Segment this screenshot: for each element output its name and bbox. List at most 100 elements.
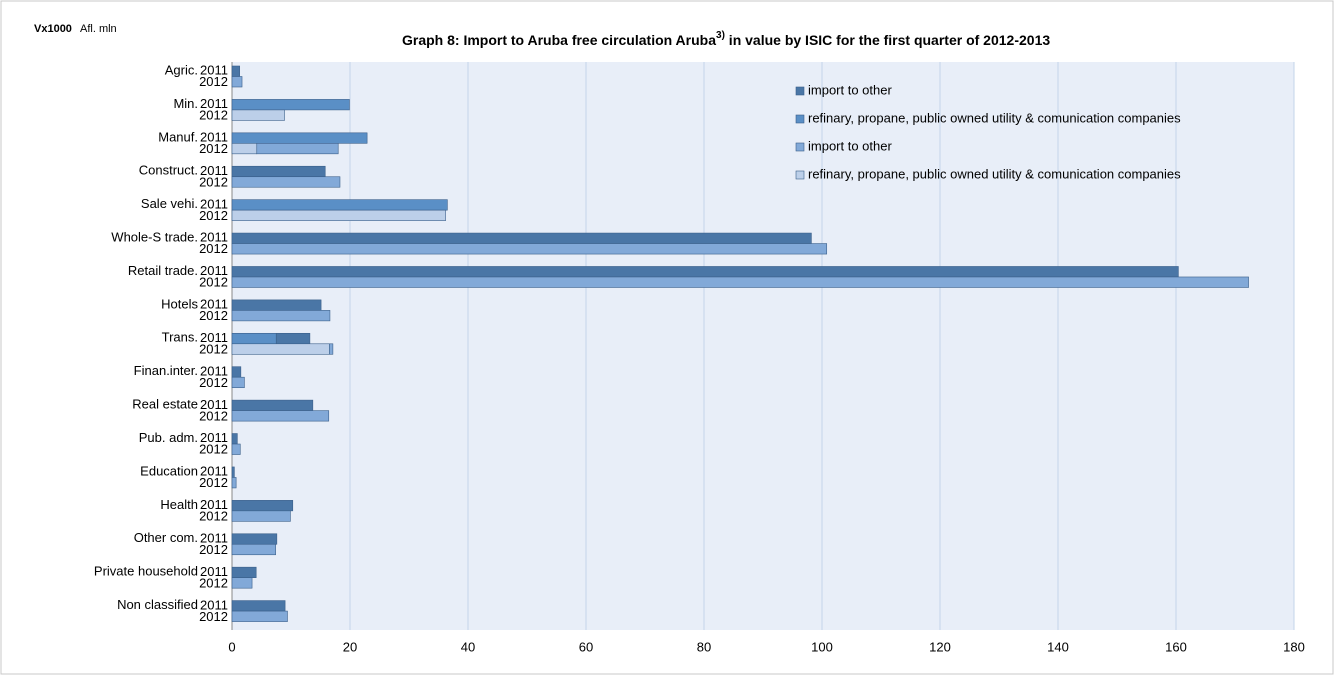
bar-segment [231,610,288,622]
bar-segment [231,510,291,522]
x-tick-label: 80 [697,639,711,654]
group-label: Agric. [165,62,198,77]
y-tick-label: 2011 [200,597,228,612]
bar-segment [231,366,242,378]
bar-segment [231,99,350,111]
y-tick-label: 2012 [199,475,228,490]
chart-title: Graph 8: Import to Aruba free circulatio… [402,30,1050,48]
bar-segment [275,332,311,345]
group-label: Education [140,463,198,478]
y-tick-label: 2011 [200,530,228,545]
unit-bold: Vx1000 [34,23,72,35]
bar-segment [231,243,828,255]
bar-segment [231,143,258,155]
y-tick-label: 2012 [199,341,228,356]
y-tick-label: 2012 [199,575,228,590]
unit-label: Afl. mln [80,23,117,35]
y-tick-label: 2012 [199,275,228,290]
x-tick-label: 0 [228,639,235,654]
group-label: Retail trade. [128,263,198,278]
bar-segment [231,266,1179,278]
y-tick-label: 2012 [199,208,228,223]
bar-segment [329,343,334,355]
x-tick-label: 100 [811,639,833,654]
group-label: Pub. adm. [139,430,198,445]
group-label: Real estate [132,397,198,412]
legend-label: refinary, propane, public owned utility … [808,166,1181,181]
legend-label: refinary, propane, public owned utility … [808,110,1181,125]
group-label: Non classified [117,597,198,612]
bar-segment [231,276,1249,288]
y-tick-label: 2012 [199,442,228,457]
bar-segment [231,443,241,455]
y-tick-label: 2012 [199,308,228,323]
bar-segment [231,332,277,345]
bar-segment [231,199,448,211]
y-tick-label: 2011 [200,330,228,345]
bar-segment [231,310,331,322]
y-tick-label: 2012 [199,408,228,423]
y-tick-label: 2012 [199,375,228,390]
y-tick-label: 2011 [200,263,228,278]
y-tick-label: 2011 [200,430,228,445]
group-label: Private household [94,564,198,579]
y-tick-label: 2011 [200,130,228,145]
group-label: Sale vehi. [141,196,198,211]
y-tick-label: 2012 [199,74,228,89]
y-tick-label: 2011 [200,464,228,479]
x-tick-label: 40 [461,639,475,654]
plot-area [232,62,1294,630]
bar-segment [231,65,240,77]
y-tick-label: 2012 [199,542,228,557]
group-label: Hotels [161,296,198,311]
bar-segment [231,76,243,88]
bar-segment [231,299,322,311]
bar-segment [231,376,245,389]
y-tick-label: 2012 [199,108,228,123]
bar-segment [231,543,276,556]
bar-segment [231,109,285,121]
title-main: Graph 8: Import to Aruba free circulatio… [402,32,716,48]
y-tick-label: 2012 [199,174,228,189]
y-tick-label: 2011 [200,96,228,111]
y-tick-label: 2011 [200,163,228,178]
y-tick-label: 2011 [200,196,228,211]
bar-segment [231,477,237,489]
bar-segment [231,500,294,512]
y-tick-label: 2011 [200,63,228,78]
title-note: 3) [716,30,725,41]
bar-segment [231,176,341,188]
group-label: Construct. [139,163,198,178]
legend-swatch [795,170,805,180]
group-label: Manuf. [158,129,198,144]
y-tick-label: 2011 [200,230,228,245]
bar-segment [256,143,339,155]
bar-segment [231,399,314,411]
bar-segment [231,209,446,221]
group-label: Other com. [134,530,198,545]
y-tick-label: 2012 [199,141,228,156]
group-label: Finan.inter. [134,363,198,378]
bar-segment [231,165,326,178]
bar-segment [231,433,238,445]
x-tick-label: 20 [343,639,357,654]
bar-segment [231,343,330,355]
group-label: Trans. [162,330,198,345]
bar-segment [231,533,278,545]
title-end: in value by ISIC for the first quarter o… [725,32,1050,48]
group-label: Whole-S trade. [111,229,198,244]
y-tick-label: 2012 [199,509,228,524]
y-tick-label: 2011 [200,397,228,412]
x-tick-label: 180 [1283,639,1305,654]
legend-swatch [795,114,805,124]
y-tick-label: 2011 [200,363,228,378]
y-tick-label: 2011 [200,297,228,312]
y-tick-label: 2011 [200,497,228,512]
bar-segment [231,132,368,144]
legend-label: import to other [808,138,892,153]
x-tick-label: 120 [929,639,951,654]
bar-segment [231,566,257,578]
x-tick-label: 140 [1047,639,1069,654]
bar-segment [231,232,812,244]
group-label: Min. [173,96,198,111]
